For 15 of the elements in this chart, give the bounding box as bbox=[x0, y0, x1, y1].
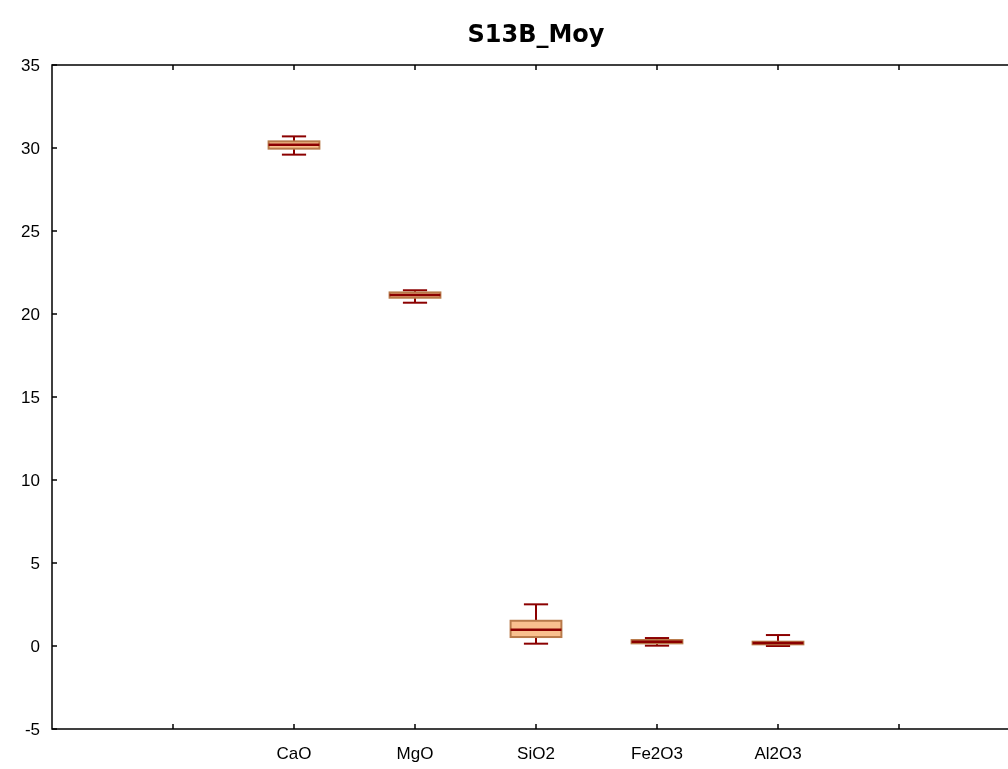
x-tick-label: Al2O3 bbox=[754, 744, 802, 763]
x-tick-label: SiO2 bbox=[517, 744, 555, 763]
y-tick-label: 15 bbox=[21, 387, 40, 407]
y-tick-label: 25 bbox=[21, 221, 40, 241]
y-tick-label: 20 bbox=[21, 304, 40, 324]
x-tick-label: MgO bbox=[396, 744, 434, 763]
y-tick-label: 10 bbox=[21, 470, 40, 490]
y-tick-label: -5 bbox=[24, 719, 40, 739]
x-tick-label: CaO bbox=[276, 744, 312, 763]
y-tick-label: 30 bbox=[21, 138, 40, 158]
y-tick-label: 35 bbox=[21, 55, 40, 75]
y-tick-label: 5 bbox=[30, 553, 40, 573]
y-tick-label: 0 bbox=[30, 636, 40, 656]
x-tick-label: Fe2O3 bbox=[631, 744, 683, 763]
chart-title: S13B_Moy bbox=[467, 20, 605, 48]
